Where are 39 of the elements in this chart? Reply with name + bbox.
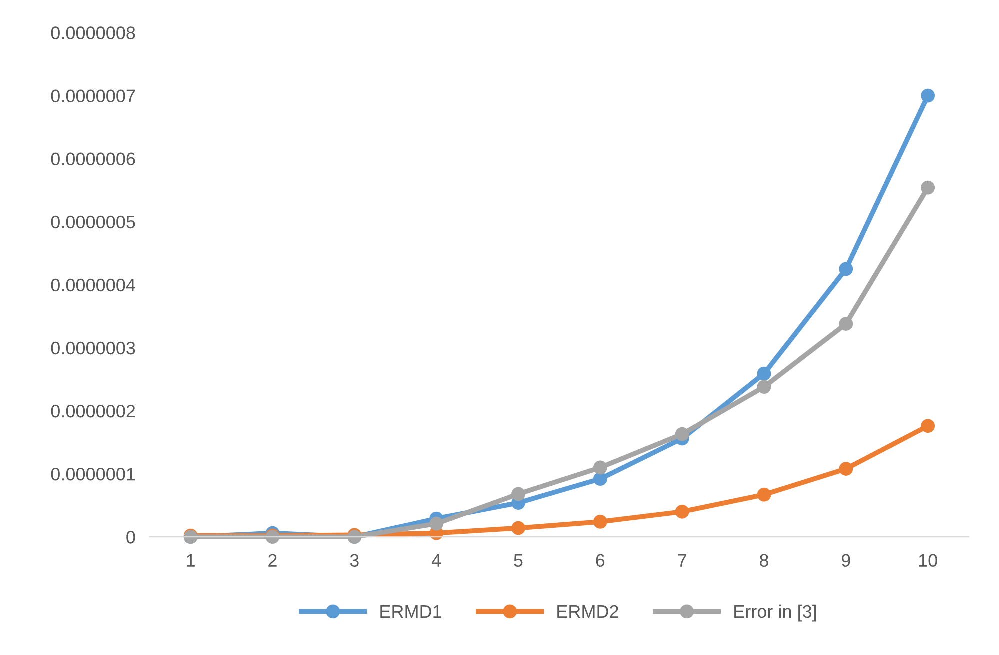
point [593, 472, 608, 486]
x-tick-label: 8 [760, 554, 768, 568]
point [675, 504, 690, 519]
legend-label: ERMD1 [380, 606, 442, 618]
point [839, 462, 854, 476]
point [921, 88, 936, 103]
x-tick-label: 1 [187, 554, 195, 567]
point [757, 366, 772, 381]
y-tick-label: 0.0000002 [51, 404, 136, 418]
point [921, 419, 936, 434]
y-tick-label: 0.0000001 [51, 468, 136, 481]
y-tick-label: 0.0000008 [51, 26, 136, 40]
x-tick-label: 2 [268, 554, 277, 567]
point [430, 516, 444, 531]
point [921, 180, 936, 195]
point [512, 487, 526, 502]
legend-label: Error in [3] [734, 604, 816, 622]
x-tick-label: 3 [350, 554, 359, 568]
x-tick-label: 6 [596, 554, 605, 568]
point [757, 488, 772, 502]
y-tick-label: 0.0000006 [51, 152, 136, 166]
x-tick-label: 4 [432, 554, 442, 567]
point [757, 380, 772, 394]
point [593, 460, 608, 475]
x-tick-label: 7 [678, 554, 686, 567]
point [839, 317, 854, 331]
legend-label: ERMD2 [558, 605, 618, 618]
point [512, 521, 526, 536]
x-tick-label: 5 [514, 554, 523, 568]
y-tick-label: 0.0000003 [51, 342, 136, 355]
point [675, 427, 690, 442]
point [593, 515, 608, 529]
y-tick-label: 0 [126, 531, 136, 544]
x-tick-label: 10 [919, 554, 938, 568]
y-tick-label: 0.0000005 [51, 216, 136, 229]
point [839, 262, 854, 276]
x-tick-label: 9 [842, 554, 850, 568]
y-tick-label: 0.0000004 [51, 278, 136, 292]
y-tick-label: 0.0000007 [51, 90, 136, 103]
